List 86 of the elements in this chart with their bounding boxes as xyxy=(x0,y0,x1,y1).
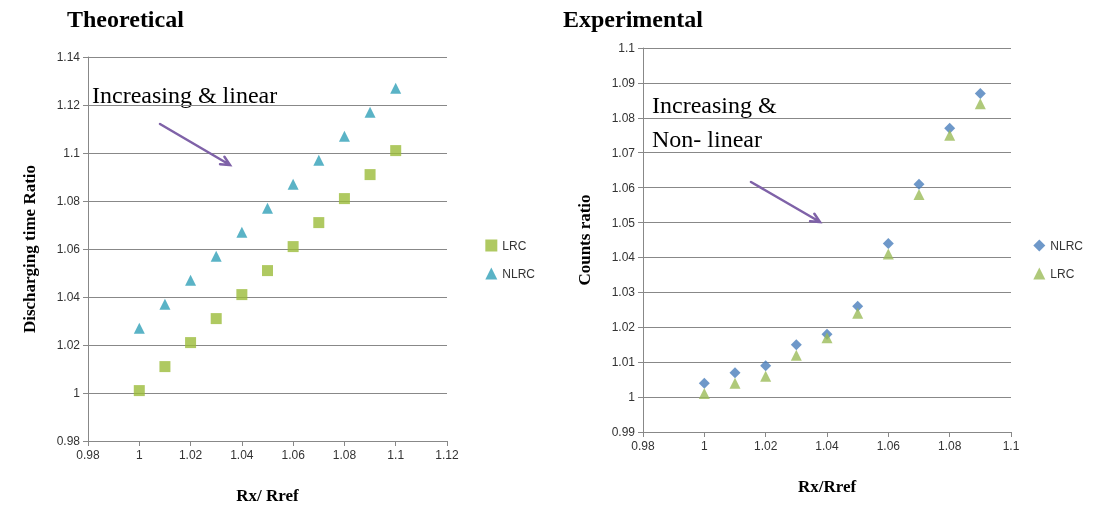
x-tick-label: 1.02 xyxy=(178,448,203,462)
point xyxy=(313,154,325,166)
annotation: Increasing & linear xyxy=(92,82,278,108)
point xyxy=(882,237,894,249)
point xyxy=(287,178,299,190)
point xyxy=(210,250,222,262)
point xyxy=(913,178,925,190)
y-tick-label: 1.02 xyxy=(611,320,636,335)
point xyxy=(338,130,350,142)
y-tick-label: 1.06 xyxy=(56,242,81,256)
x-tick-label: 1.12 xyxy=(435,448,459,462)
y-tick-label: 1.09 xyxy=(611,75,636,90)
point xyxy=(974,98,986,110)
point xyxy=(236,289,248,301)
x-tick-label: 1.06 xyxy=(876,439,901,453)
point xyxy=(210,313,222,325)
point xyxy=(390,145,402,157)
x-tick-label: 0.98 xyxy=(76,448,100,462)
chart-title: Theoretical xyxy=(67,6,185,32)
y-tick-label: 1.01 xyxy=(611,355,636,370)
point xyxy=(913,189,925,201)
y-axis-title: Counts ratio xyxy=(575,194,594,286)
point xyxy=(364,169,376,181)
point xyxy=(262,265,273,277)
point xyxy=(821,332,833,344)
point xyxy=(159,298,171,310)
y-tick-label: 1.04 xyxy=(56,290,81,304)
point xyxy=(852,307,864,319)
x-axis-title: Rx/ Rref xyxy=(236,486,300,505)
point xyxy=(236,226,248,238)
point xyxy=(364,106,376,118)
y-tick-label: 1 xyxy=(73,386,81,400)
y-tick-label: 1.06 xyxy=(611,180,636,195)
point xyxy=(760,370,772,382)
y-tick-label: 1.1 xyxy=(63,146,81,160)
y-tick-label: 1.14 xyxy=(56,50,81,64)
x-tick-label: 1.06 xyxy=(281,448,306,462)
y-tick-label: 1.12 xyxy=(56,98,81,112)
x-tick-label: 1.04 xyxy=(815,439,839,453)
point xyxy=(729,367,741,379)
chart-title: Experimental xyxy=(563,6,704,32)
point xyxy=(262,202,273,214)
point xyxy=(882,248,894,260)
x-tick-label: 1.02 xyxy=(753,439,778,453)
point xyxy=(185,337,197,349)
legend-label: LRC xyxy=(1050,266,1075,281)
x-tick-label: 1.04 xyxy=(230,448,254,462)
x-tick-label: 1.08 xyxy=(937,439,962,453)
point xyxy=(338,193,350,205)
point xyxy=(159,361,171,373)
point xyxy=(390,82,402,94)
x-axis-title: Rx/Rref xyxy=(797,477,857,496)
x-tick-label: 1.1 xyxy=(387,448,405,462)
y-tick-label: 1.08 xyxy=(56,194,81,208)
y-axis-title: Discharging time Ratio xyxy=(20,164,39,334)
y-tick-label: 1.08 xyxy=(611,110,636,125)
y-tick-label: 1.03 xyxy=(611,285,636,300)
point xyxy=(313,217,325,229)
point xyxy=(185,274,197,286)
point xyxy=(133,322,145,334)
x-tick-label: 1 xyxy=(135,448,143,462)
point xyxy=(287,241,299,253)
point xyxy=(790,349,802,361)
x-tick-label: 0.98 xyxy=(631,439,655,453)
point xyxy=(729,377,741,389)
point xyxy=(133,385,145,397)
legend-label: LRC xyxy=(502,238,527,253)
point xyxy=(760,360,772,372)
y-tick-label: 1.07 xyxy=(611,145,636,160)
y-tick-label: 1.05 xyxy=(611,215,636,230)
point xyxy=(698,377,710,389)
point xyxy=(944,129,956,141)
y-tick-label: 1.02 xyxy=(56,338,81,352)
legend-label: NLRC xyxy=(1050,238,1084,253)
legend-label: NLRC xyxy=(502,266,536,281)
x-tick-label: 1.08 xyxy=(332,448,357,462)
x-tick-label: 1 xyxy=(700,439,708,453)
point xyxy=(698,388,710,400)
y-tick-label: 0.99 xyxy=(611,425,636,439)
y-tick-label: 1.04 xyxy=(611,250,636,265)
point xyxy=(790,339,802,351)
annotation: Increasing & Non- linear xyxy=(652,92,777,152)
y-tick-label: 1 xyxy=(628,390,636,405)
point xyxy=(974,87,986,99)
y-tick-label: 1.1 xyxy=(618,41,636,55)
x-tick-label: 1.1 xyxy=(1002,439,1020,453)
